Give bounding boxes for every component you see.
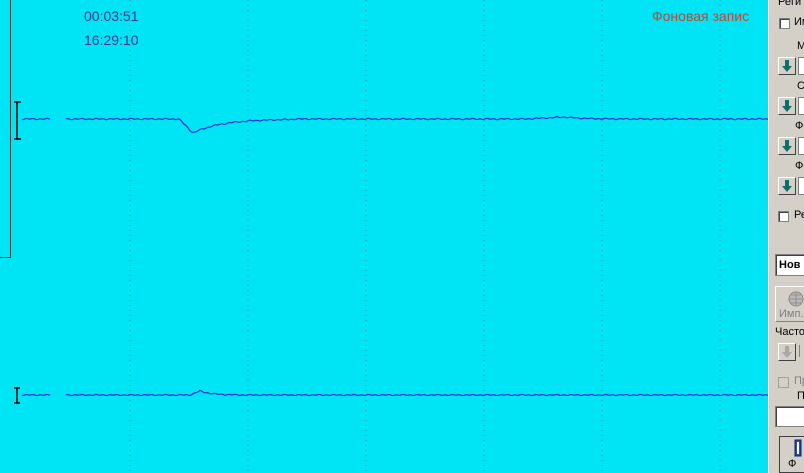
globe-icon: [788, 291, 804, 307]
channel-2-trace: [21, 389, 768, 397]
decrement-button-3[interactable]: [778, 137, 796, 155]
spin-field-4[interactable]: [798, 177, 804, 195]
checkbox-3[interactable]: [778, 377, 789, 388]
spin-label-3: Ф: [795, 120, 804, 132]
frequency-label: Часто: [775, 326, 804, 338]
checkbox-1[interactable]: [779, 18, 790, 29]
spin-label-1: М: [797, 40, 804, 52]
checkbox-2[interactable]: [778, 211, 789, 222]
arrow-down-icon: [782, 60, 792, 72]
decrement-button-2[interactable]: [778, 97, 796, 115]
clock-time: 16:29:10: [84, 32, 139, 48]
checkbox-3-label: Пр: [794, 375, 804, 387]
spin-field-3[interactable]: [798, 137, 804, 155]
signal-plot[interactable]: 00:03:51 16:29:10 Фоновая запис: [0, 0, 768, 473]
left-frame-bottom: [0, 257, 11, 258]
spin-label-4: Ф: [795, 160, 804, 172]
value-field[interactable]: [775, 406, 804, 427]
document-icon: [794, 439, 802, 457]
spin-label-2: С: [797, 80, 804, 92]
frequency-button[interactable]: [778, 343, 796, 361]
group-label: Реги: [778, 0, 802, 8]
bottom-button[interactable]: Ф: [779, 436, 804, 473]
checkbox-2-label: Ре: [794, 209, 804, 221]
arrow-down-icon: [782, 180, 792, 192]
decrement-button-4[interactable]: [778, 177, 796, 195]
bottom-button-label: Ф: [788, 458, 797, 470]
spin-field-1[interactable]: [798, 57, 804, 75]
channel-1-trace: [21, 116, 768, 133]
spin-field-2[interactable]: [798, 97, 804, 115]
decrement-button-1[interactable]: [778, 57, 796, 75]
arrow-down-icon: [782, 100, 792, 112]
checkbox-1-label: Им: [794, 16, 804, 28]
name-field[interactable]: Нов: [775, 254, 804, 276]
elapsed-time: 00:03:51: [84, 8, 139, 24]
channel-1-scale-marker: [14, 101, 21, 140]
frequency-field[interactable]: [799, 345, 804, 357]
arrow-down-icon: [782, 346, 792, 358]
signal-canvas: [14, 0, 768, 473]
channel-2-scale-marker: [14, 387, 20, 404]
control-panel: Реги Им М С Ф Ф Ре Нов Имп. Часто Пр П: [768, 0, 804, 473]
recording-title: Фоновая запис: [652, 8, 750, 24]
impulse-button-label: Имп.: [779, 308, 804, 320]
left-frame-line: [10, 0, 11, 258]
arrow-down-icon: [782, 140, 792, 152]
grid-lines: [129, 0, 721, 473]
field-label: П: [797, 390, 804, 402]
impulse-button[interactable]: Имп.: [775, 286, 804, 322]
